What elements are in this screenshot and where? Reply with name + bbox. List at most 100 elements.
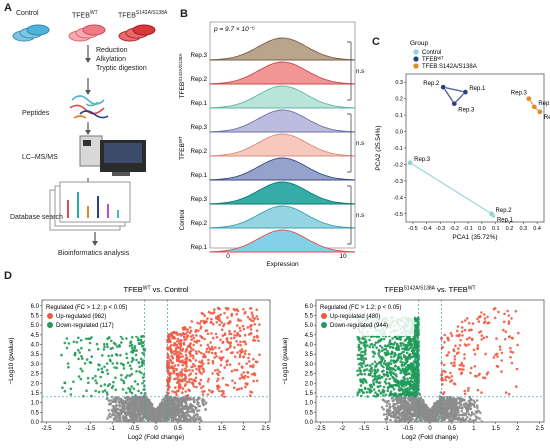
volcano-point <box>80 346 83 350</box>
volcano-point <box>143 384 146 388</box>
volcano-point <box>117 417 121 421</box>
volcano-point <box>73 353 77 357</box>
volcano-point <box>117 400 121 403</box>
volcano-point <box>115 404 119 407</box>
volcano-point <box>202 355 205 359</box>
volcano-point <box>79 377 83 381</box>
volcano-point <box>379 384 382 388</box>
volcano-point <box>359 369 362 373</box>
volcano-ytick-label: 0.0 <box>31 420 40 426</box>
volcano-point <box>229 341 233 344</box>
volcano-point <box>496 355 499 358</box>
pca-xlabel: PCA1 (35.72%) <box>452 234 497 241</box>
volcano-point <box>112 341 116 345</box>
volcano-point <box>181 373 184 377</box>
volcano-point <box>224 306 228 310</box>
volcano-point <box>405 414 408 418</box>
volcano-point <box>487 321 491 324</box>
volcano-point <box>231 379 234 382</box>
volcano-point <box>81 369 84 373</box>
volcano-point <box>450 334 454 337</box>
volcano-point <box>412 364 415 367</box>
volcano-point <box>108 412 111 416</box>
volcano-point <box>135 349 138 352</box>
volcano-point <box>376 385 380 388</box>
volcano-point <box>415 332 418 335</box>
volcano-point <box>153 412 157 416</box>
volcano-point <box>357 346 361 349</box>
ridge-row-label-2: Rep.1 <box>190 100 207 107</box>
volcano-point <box>178 332 182 336</box>
pca-xtick-label: 0.3 <box>519 226 527 232</box>
volcano-xtick-label: 0.5 <box>174 426 183 432</box>
volcano-point <box>221 377 225 380</box>
pca-point <box>462 89 469 95</box>
volcano-point <box>130 343 134 347</box>
volcano-point <box>192 336 195 340</box>
volcano-point <box>399 338 402 341</box>
volcano-point <box>178 387 181 390</box>
volcano-point <box>189 346 193 350</box>
volcano-point <box>168 366 172 370</box>
volcano-point <box>198 365 202 369</box>
volcano-point <box>233 346 236 349</box>
volcano-point <box>167 404 171 407</box>
ridge-group-label-0: TFEBS142A/S138A <box>178 54 186 99</box>
volcano-point <box>183 379 187 382</box>
volcano-point <box>468 336 471 339</box>
volcano-point <box>258 353 261 356</box>
volcano-point <box>415 373 418 377</box>
volcano-point <box>408 354 411 357</box>
volcano-point <box>459 372 463 375</box>
volcano-point <box>207 377 210 381</box>
volcano-point <box>447 351 451 354</box>
volcano-point <box>203 337 206 341</box>
volcano-point <box>468 417 472 421</box>
volcano-point <box>238 334 242 338</box>
volcano-plot-wt-vs-control: TFEBWT vs. Control-2.5 -2 -1.5 -1 -0.5 0 0.5 1 1… <box>8 285 270 441</box>
volcano-point <box>119 362 123 365</box>
volcano-point <box>403 382 406 385</box>
volcano-point <box>220 358 223 362</box>
volcano-point <box>256 335 259 339</box>
volcano-point <box>175 410 178 413</box>
volcano-point <box>125 417 128 420</box>
pca-group-outline-0 <box>409 162 494 216</box>
volcano-point <box>196 402 199 406</box>
volcano-point <box>193 364 197 368</box>
pca-legend-marker-2 <box>413 63 419 69</box>
volcano-point <box>225 363 229 367</box>
volcano-point <box>482 336 486 340</box>
volcano-point <box>357 363 361 366</box>
volcano-point <box>67 342 71 345</box>
volcano-point <box>413 383 417 386</box>
pca-ytick-label: -0.4 <box>394 195 403 201</box>
volcano-point <box>368 338 371 342</box>
volcano-point <box>460 409 464 413</box>
volcano-point <box>159 419 162 422</box>
volcano-point <box>406 387 410 390</box>
volcano-point <box>238 353 242 357</box>
volcano-point <box>119 397 123 401</box>
volcano-point <box>406 368 410 371</box>
volcano-point <box>126 420 130 423</box>
volcano-point <box>249 307 253 310</box>
volcano-point <box>144 416 147 419</box>
volcano-point <box>111 404 115 408</box>
volcano-point <box>417 321 420 325</box>
volcano-point <box>190 338 193 341</box>
volcano-point <box>229 337 233 340</box>
pca-point-label: Rep.3 <box>511 91 528 97</box>
volcano-point <box>230 314 233 317</box>
ridge-row-label-0: Rep.3 <box>190 52 207 59</box>
volcano-point <box>382 394 385 397</box>
volcano-point <box>385 362 389 366</box>
volcano-point <box>358 353 362 357</box>
volcano-point <box>95 342 99 346</box>
volcano-ytick-label: 4.5 <box>31 333 40 339</box>
volcano-point <box>449 380 452 383</box>
volcano-point <box>378 381 382 384</box>
volcano-point <box>112 407 116 410</box>
volcano-point <box>198 383 202 386</box>
volcano-point <box>515 367 519 371</box>
